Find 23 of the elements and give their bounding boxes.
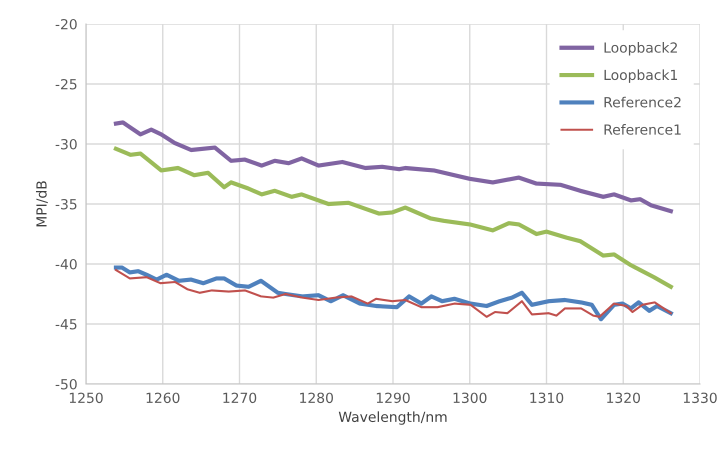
x-tick-label: 1330 xyxy=(684,392,717,404)
y-tick-label: -30 xyxy=(56,138,77,150)
y-tick-label: -35 xyxy=(56,198,76,210)
y-axis-title: MPI/dB xyxy=(36,181,48,226)
x-axis-title: Wavelength/nm xyxy=(338,411,447,425)
x-tick-label: 1250 xyxy=(70,392,103,404)
legend-label: Loopback2 xyxy=(604,42,677,56)
legend-label: Reference1 xyxy=(604,124,681,135)
x-tick-label: 1290 xyxy=(376,392,410,404)
y-tick-label: -45 xyxy=(56,319,76,330)
x-tick-label: 1260 xyxy=(146,392,180,404)
y-tick-label: -20 xyxy=(56,18,77,30)
y-tick-label: -50 xyxy=(56,378,77,390)
legend-label: Loopback1 xyxy=(604,69,678,83)
x-tick-label: 1280 xyxy=(300,392,333,404)
x-tick-label: 1270 xyxy=(223,392,256,404)
x-tick-label: 1300 xyxy=(454,392,486,404)
y-tick-label: -25 xyxy=(56,78,76,90)
y-tick-label: -40 xyxy=(56,258,77,270)
line-series xyxy=(114,146,673,289)
legend-label: Reference2 xyxy=(604,96,681,108)
x-tick-label: 1310 xyxy=(530,392,564,404)
x-tick-label: 1320 xyxy=(607,392,640,404)
